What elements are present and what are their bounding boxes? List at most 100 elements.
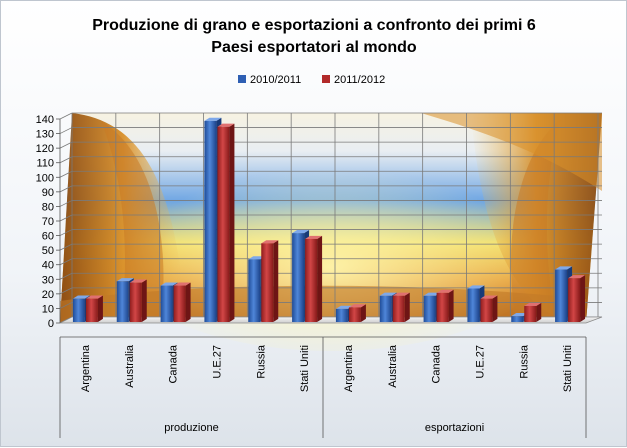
bar-front xyxy=(129,282,142,322)
x-category-label: Canada xyxy=(431,344,443,383)
gridline-side xyxy=(59,258,73,266)
bar-side xyxy=(360,304,366,322)
group-label: esportazioni xyxy=(425,422,484,434)
group-label: produzione xyxy=(164,422,218,434)
bar-front xyxy=(217,126,230,322)
bar-top xyxy=(173,282,191,286)
y-tick-label: 130 xyxy=(36,129,54,141)
chart-title-line-1: Produzione di grano e esportazioni a con… xyxy=(92,17,536,34)
bar-front xyxy=(511,316,524,322)
bar xyxy=(261,240,279,322)
bar-front xyxy=(248,259,261,322)
bar-top xyxy=(261,240,279,244)
y-tick-label: 40 xyxy=(42,260,54,272)
x-category-label: Argentina xyxy=(343,344,355,392)
bar-front xyxy=(335,308,348,322)
legend-swatch-2010-2011 xyxy=(238,75,246,83)
x-category-label: U.E.27 xyxy=(211,345,223,379)
bar-side xyxy=(404,292,410,322)
x-category-label: Russia xyxy=(518,344,530,379)
bar xyxy=(348,304,366,322)
bar-top xyxy=(217,123,235,127)
gridline-side xyxy=(59,243,73,251)
legend-swatch-2011-2012 xyxy=(322,75,330,83)
y-tick-label: 10 xyxy=(42,303,54,315)
gridline-side xyxy=(59,141,73,149)
bar-front xyxy=(204,120,217,323)
bar xyxy=(129,279,147,322)
bar-side xyxy=(141,279,147,322)
gridline-side xyxy=(59,156,73,164)
bars xyxy=(72,117,586,323)
bar-front xyxy=(173,285,186,322)
bar-top xyxy=(248,256,266,260)
gridline-side xyxy=(59,214,73,222)
bar-front xyxy=(436,292,449,322)
y-axis: 0 10 20 30 40 50 60 70 80 90 100 110 120 130 140 xyxy=(36,114,61,330)
bar-top xyxy=(116,278,134,282)
bar-front xyxy=(423,295,436,322)
bar-top xyxy=(160,282,178,286)
y-tick-label: 70 xyxy=(42,216,54,228)
legend-label-2011-2012: 2011/2012 xyxy=(334,74,385,86)
legend-label-2010-2011: 2010/2011 xyxy=(250,74,301,86)
bar-top xyxy=(72,295,90,299)
bar-top xyxy=(555,266,573,270)
y-tick-label: 90 xyxy=(42,187,54,199)
y-tick-label: 110 xyxy=(36,158,54,170)
bar-top xyxy=(392,292,410,296)
bar-front xyxy=(524,305,537,322)
bar-top xyxy=(568,275,586,279)
floor-plane xyxy=(59,316,603,324)
bar-front xyxy=(72,298,85,322)
y-tick-label: 60 xyxy=(42,231,54,243)
bar-top xyxy=(85,295,103,299)
chart-title-line-2: Paesi esportatori al mondo xyxy=(211,39,417,56)
bar xyxy=(85,295,103,322)
x-axis-categories: Argentina Australia Canada U.E.27 Russia Stat… xyxy=(59,336,587,438)
gridline-side xyxy=(59,229,73,236)
bar xyxy=(173,282,191,322)
x-category-label: Australia xyxy=(387,344,399,388)
bar xyxy=(217,123,235,322)
bar-top xyxy=(129,279,147,283)
bar-top xyxy=(423,292,441,296)
bar xyxy=(392,292,410,322)
x-category-label: U.E.27 xyxy=(474,345,486,379)
gridline-side xyxy=(59,302,73,309)
bar-top xyxy=(511,313,529,317)
gridline-side xyxy=(59,170,73,178)
bar-top xyxy=(480,295,498,299)
bar-front xyxy=(305,238,318,322)
bar-front xyxy=(467,288,480,322)
bar-side xyxy=(317,235,323,322)
gridline-side xyxy=(59,272,73,280)
y-tick-label: 120 xyxy=(36,143,54,155)
bar-front xyxy=(292,233,305,322)
y-tick-label: 30 xyxy=(42,274,54,286)
gridline-side xyxy=(59,287,73,295)
bar-top xyxy=(436,289,454,293)
bar-side xyxy=(492,295,498,322)
bar-top xyxy=(467,285,485,289)
gridline-side xyxy=(59,112,73,120)
bar-top xyxy=(335,305,353,309)
bar xyxy=(480,295,498,322)
x-category-label: Australia xyxy=(124,344,136,388)
plot-floor xyxy=(59,316,603,324)
y-tick-label: 0 xyxy=(48,318,54,330)
bar-side xyxy=(580,275,586,322)
legend: 2010/2011 2011/2012 xyxy=(238,74,385,86)
bar-front xyxy=(348,307,361,322)
bar-front xyxy=(568,278,581,322)
bar-front xyxy=(261,243,274,322)
bar-front xyxy=(555,269,568,322)
bar-front xyxy=(392,295,405,322)
bar-front xyxy=(85,298,98,322)
bar-top xyxy=(348,304,366,308)
x-category-label: Russia xyxy=(255,344,267,379)
y-tick-label: 140 xyxy=(36,114,54,126)
bar-front xyxy=(379,295,392,322)
